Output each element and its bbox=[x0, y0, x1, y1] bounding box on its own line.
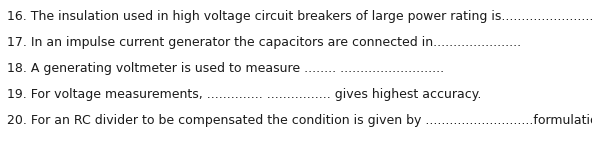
Text: 20. For an RC divider to be compensated the condition is given by ..............: 20. For an RC divider to be compensated … bbox=[7, 114, 592, 127]
Text: 18. A generating voltmeter is used to measure ........ .........................: 18. A generating voltmeter is used to me… bbox=[7, 62, 444, 75]
Text: 16. The insulation used in high voltage circuit breakers of large power rating i: 16. The insulation used in high voltage … bbox=[7, 10, 592, 23]
Text: 17. In an impulse current generator the capacitors are connected in.............: 17. In an impulse current generator the … bbox=[7, 36, 521, 49]
Text: 19. For voltage measurements, .............. ................ gives highest accu: 19. For voltage measurements, ..........… bbox=[7, 88, 481, 101]
